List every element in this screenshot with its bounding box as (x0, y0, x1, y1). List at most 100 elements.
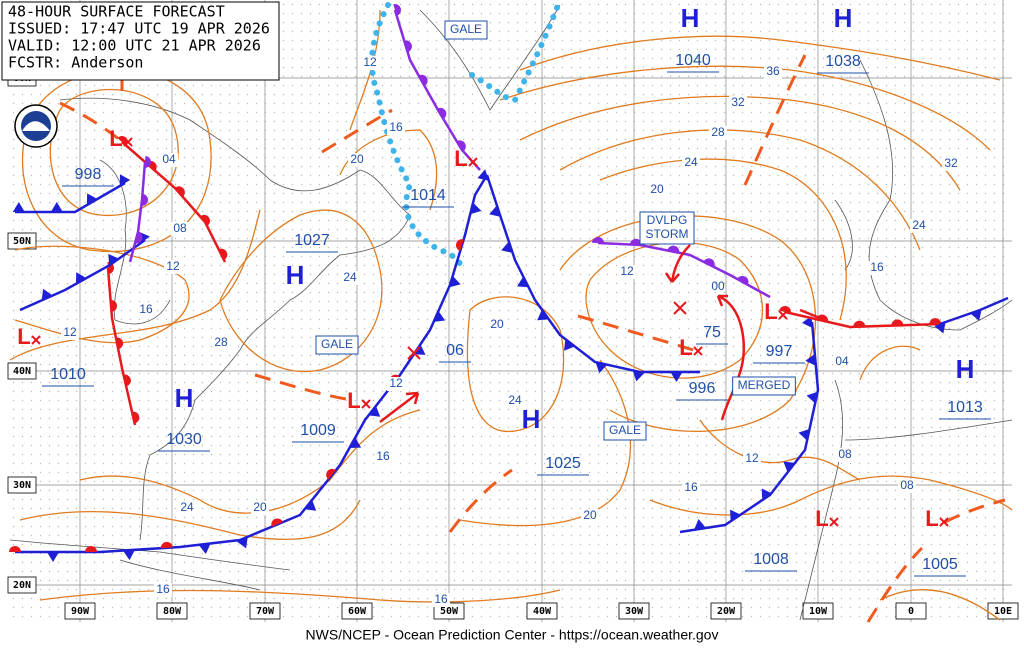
isobar-label: 12 (63, 325, 77, 339)
isobar-label-bg (709, 126, 727, 140)
noaa-logo (14, 104, 58, 148)
isobar-label: 12 (620, 264, 634, 278)
low-pressure: 1014 (410, 187, 446, 204)
front-triangle (12, 202, 25, 212)
lat-label: 40N (13, 366, 31, 377)
high-symbol: H (175, 383, 194, 413)
isobar-label: 16 (139, 302, 153, 316)
lon-label: 30W (625, 606, 644, 617)
isobar-label: 08 (173, 221, 187, 235)
front-triangle (349, 437, 362, 449)
low-x (778, 310, 788, 320)
lon-label-box (249, 602, 281, 620)
isobar-label-bg (836, 448, 854, 462)
coast-north-america (59, 97, 411, 541)
front-triangle (670, 372, 683, 382)
front-triangle (470, 202, 482, 215)
isobar-label: 16 (684, 480, 698, 494)
front-semicircle (85, 546, 97, 552)
isobar-label: 16 (376, 449, 390, 463)
warning-box (603, 421, 647, 441)
lon-label-box (802, 602, 834, 620)
lat-label: 50N (13, 236, 31, 247)
isobar-label-bg (160, 153, 178, 167)
front-line (679, 321, 820, 534)
isobar-label-bg (764, 65, 782, 79)
lon-label: 50W (440, 606, 459, 617)
low-pressure: 996 (689, 380, 716, 397)
isobar-label: 28 (711, 125, 725, 139)
isobar-label-bg (348, 153, 366, 167)
warning-label: GALE (450, 22, 482, 36)
front-triangle (970, 309, 982, 321)
isobar-label-bg (341, 271, 359, 285)
front-triangle (489, 205, 501, 217)
front-triangle (564, 339, 575, 351)
header-line: FCSTR: Anderson (8, 54, 143, 72)
isobar-label-bg (898, 479, 916, 493)
front-semicircle (629, 238, 642, 246)
isobar-label: 24 (508, 393, 522, 407)
front-triangle (449, 275, 461, 288)
isobar-label: 20 (650, 182, 664, 196)
isobar-label: 20 (490, 317, 504, 331)
low-symbol: L (347, 388, 360, 413)
isobar-label: 20 (350, 152, 364, 166)
isobar-label-bg (171, 222, 189, 236)
front-triangle (934, 322, 946, 334)
front-line (128, 161, 147, 263)
front-triangle (86, 193, 98, 206)
isobar-label: 32 (731, 95, 745, 109)
header-line: 48-HOUR SURFACE FORECAST (8, 3, 225, 21)
front-semicircle (853, 320, 866, 327)
front-triangle (50, 202, 63, 212)
isobar-label-bg (251, 501, 269, 515)
high-pressure: 1025 (545, 455, 581, 472)
front-triangle (108, 253, 119, 266)
isobar-label: 08 (900, 478, 914, 492)
low-x (829, 517, 839, 527)
isobar-label: 20 (583, 508, 597, 522)
front-triangle (517, 276, 529, 288)
warning-label: STORM (645, 227, 688, 241)
storm-x-marks (407, 301, 687, 360)
front-triangle (595, 362, 608, 374)
front-triangle (119, 174, 131, 187)
front-triangle (798, 428, 810, 441)
high-symbol: H (286, 260, 305, 290)
front-semicircle (326, 468, 336, 480)
central-pressure: 75 (703, 324, 721, 341)
high-symbol: H (522, 404, 541, 434)
warning-label: DVLPG (647, 213, 688, 227)
isobar-label-bg (868, 261, 886, 275)
front-triangle (304, 499, 317, 511)
isobar-label-bg (432, 593, 450, 607)
front-triangle (47, 552, 59, 562)
footer-credit: NWS/NCEP - Ocean Prediction Center - htt… (306, 627, 719, 643)
front-semicircle (271, 518, 283, 527)
isobar-label-bg (178, 501, 196, 515)
low-x (31, 335, 41, 345)
isobar-label-bg (506, 394, 524, 408)
isobar-label: 16 (870, 260, 884, 274)
low-symbol: L (109, 126, 122, 151)
isobar-label-bg (743, 452, 761, 466)
front-semicircle (779, 306, 791, 314)
lon-label-box (895, 602, 927, 620)
isobar-label-bg (164, 260, 182, 274)
front-semicircle (9, 546, 21, 552)
isobar-label: 16 (434, 592, 448, 606)
front-triangle (413, 344, 426, 355)
front-triangle (122, 549, 135, 561)
front-line (597, 241, 771, 299)
front-semicircle (160, 541, 173, 549)
isobar-label: 36 (766, 64, 780, 78)
front-semicircle (218, 248, 228, 260)
front-semicircle (404, 40, 412, 53)
high-symbol: H (956, 354, 975, 384)
lon-label-box (526, 602, 558, 620)
front-triangle (537, 309, 549, 321)
lon-label-box (710, 602, 742, 620)
